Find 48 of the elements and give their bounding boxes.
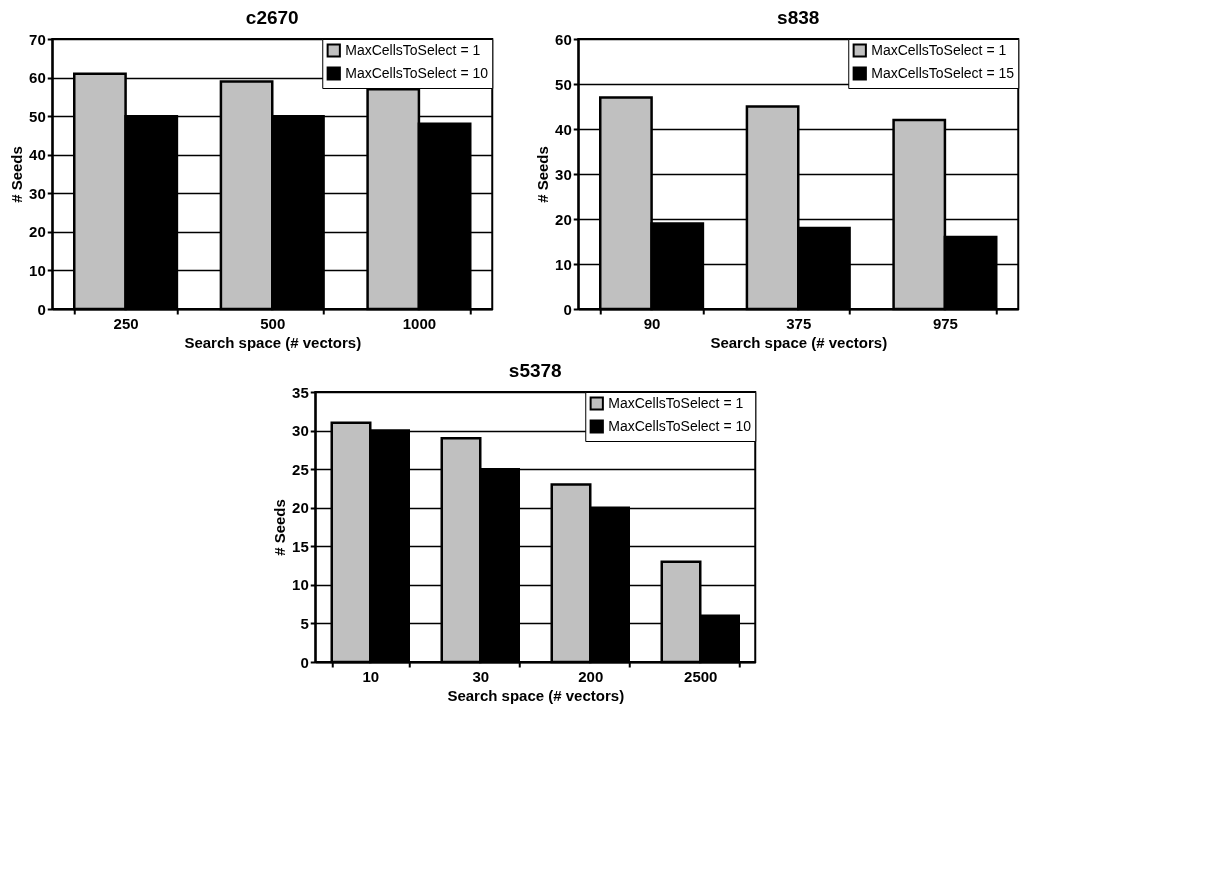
y-axis-title: # Seeds [534,146,552,203]
x-tick-label: 975 [932,314,958,332]
legend-label: MaxCellsToSelect = 10 [608,417,752,434]
y-tick-label: 50 [555,75,572,93]
y-tick-label: 0 [300,653,309,671]
x-tick-label: 375 [786,314,812,332]
legend-label: MaxCellsToSelect = 1 [608,394,744,411]
y-tick-label: 20 [555,210,572,228]
y-tick-label: 0 [563,300,572,318]
x-axis-title: Search space (# vectors) [184,333,362,351]
y-tick-label: 50 [29,107,46,125]
y-tick-label: 60 [29,69,46,87]
chart-title: s5378 [508,360,562,381]
legend-label: MaxCellsToSelect = 1 [345,41,481,58]
y-tick-label: 20 [29,223,46,241]
y-tick-label: 60 [555,30,572,48]
y-tick-label: 10 [29,261,46,279]
legend-label: MaxCellsToSelect = 1 [871,41,1007,58]
y-tick-label: 30 [292,422,309,440]
y-tick-label: 20 [292,499,309,517]
y-tick-label: 15 [292,537,309,555]
y-axis-title: # Seeds [271,499,289,556]
chart-title: s838 [777,7,820,28]
y-tick-label: 0 [37,300,46,318]
y-tick-label: 30 [555,165,572,183]
y-tick-label: 40 [555,120,572,138]
y-tick-label: 10 [555,255,572,273]
x-axis-title: Search space (# vectors) [447,686,625,704]
chart-title: c2670 [245,7,299,28]
y-tick-label: 40 [29,146,46,164]
y-tick-label: 70 [29,30,46,48]
x-tick-label: 2500 [684,667,718,685]
x-tick-label: 90 [643,314,661,332]
y-axis-title: # Seeds [8,146,26,203]
x-tick-label: 10 [362,667,380,685]
x-tick-label: 200 [578,667,604,685]
legend-label: MaxCellsToSelect = 10 [345,64,489,81]
x-tick-label: 250 [113,314,139,332]
x-tick-label: 30 [472,667,490,685]
y-tick-label: 5 [300,614,309,632]
y-tick-label: 25 [292,460,309,478]
y-tick-label: 35 [292,383,309,401]
y-tick-label: 10 [292,576,309,594]
x-tick-label: 1000 [402,314,437,332]
x-tick-label: 500 [260,314,286,332]
x-axis-title: Search space (# vectors) [710,333,888,351]
y-tick-label: 30 [29,184,46,202]
legend-label: MaxCellsToSelect = 15 [871,64,1015,81]
